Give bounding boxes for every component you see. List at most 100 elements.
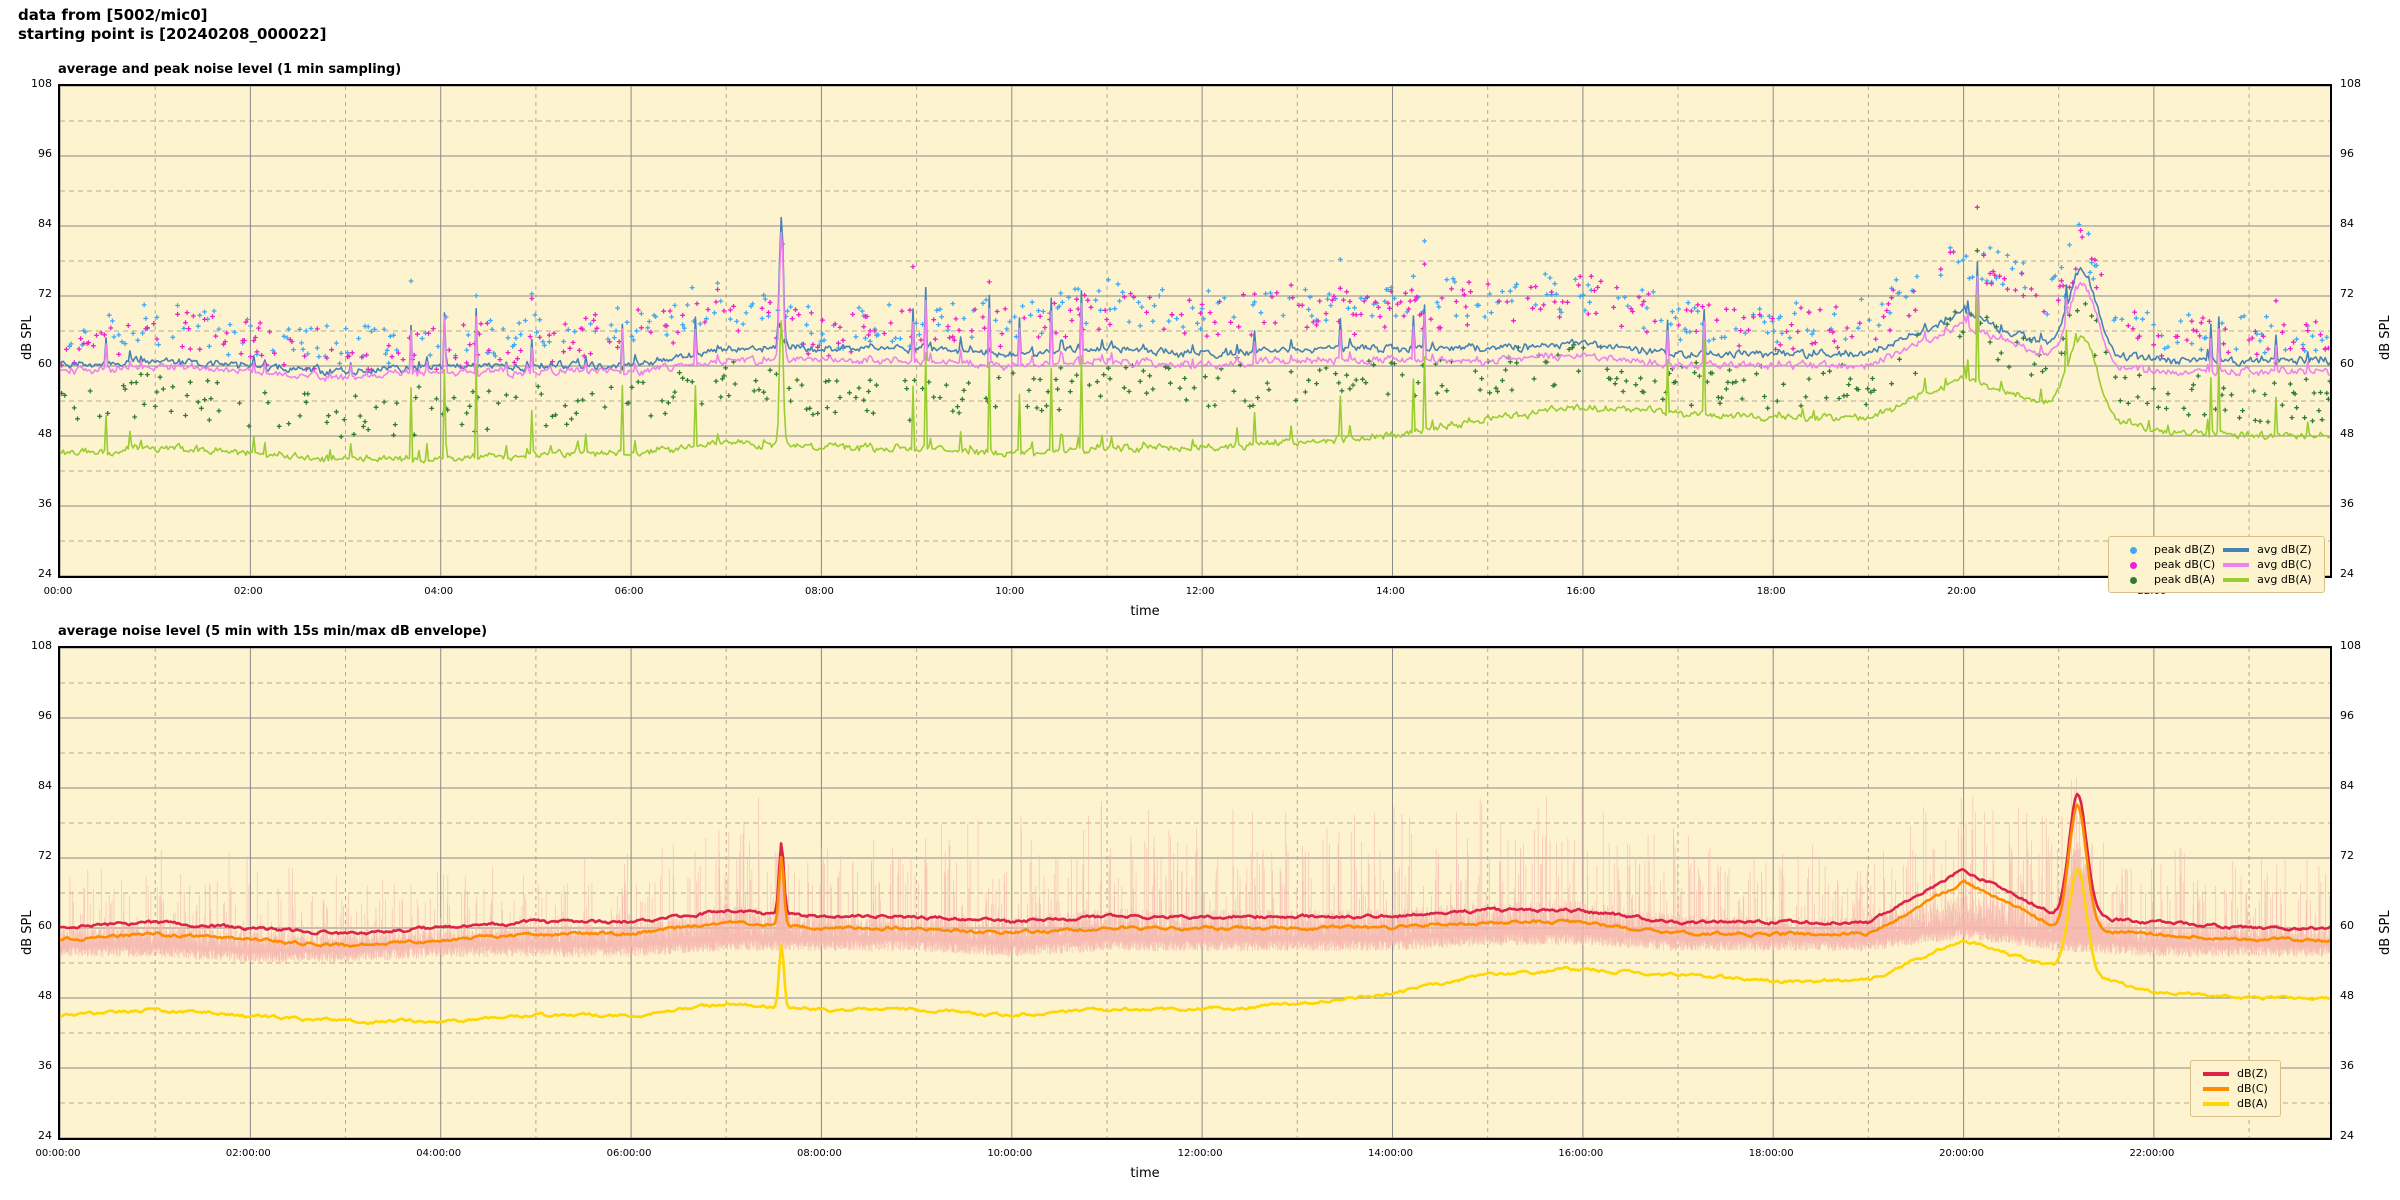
y-tick-label: 72 <box>38 849 52 862</box>
y-tick-label: 72 <box>2340 287 2354 300</box>
series-line <box>60 231 2330 382</box>
legend-swatch <box>2199 1081 2233 1096</box>
panel-2-title: average noise level (5 min with 15s min/… <box>58 624 488 639</box>
y-tick-label: 48 <box>38 989 52 1002</box>
y-tick-label: 96 <box>2340 147 2354 160</box>
grid-lines <box>60 648 2330 1138</box>
x-tick-label: 16:00 <box>1566 586 1596 597</box>
y-tick-label: 24 <box>38 1129 52 1142</box>
y-tick-label: 84 <box>2340 779 2354 792</box>
y-tick-label: 108 <box>2340 639 2361 652</box>
legend-row: peak dB(A) avg dB(A) <box>2117 572 2316 587</box>
y-tick-label: 36 <box>38 1059 52 1072</box>
x-tick-label: 04:00:00 <box>416 1148 462 1159</box>
y-tick-label: 72 <box>38 287 52 300</box>
y-tick-label: 84 <box>38 779 52 792</box>
series-line <box>60 868 2330 1026</box>
series-line <box>60 803 2330 948</box>
y-tick-label: 84 <box>38 217 52 230</box>
x-tick-label: 08:00:00 <box>796 1148 842 1159</box>
legend-swatch <box>2219 572 2253 587</box>
x-tick-label: 00:00 <box>43 586 73 597</box>
legend-swatch <box>2219 557 2253 572</box>
panel-2-ylabel-left: dB SPL <box>20 910 35 955</box>
x-tick-label: 00:00:00 <box>35 1148 81 1159</box>
header-line-2: starting point is [20240208_000022] <box>18 24 327 43</box>
y-tick-label: 36 <box>38 497 52 510</box>
legend-row: dB(C) <box>2199 1081 2272 1096</box>
y-tick-label: 60 <box>2340 357 2354 370</box>
y-tick-label: 36 <box>2340 497 2354 510</box>
legend-label: peak dB(C) <box>2154 558 2216 571</box>
legend-label: peak dB(A) <box>2154 573 2215 586</box>
x-tick-label: 12:00:00 <box>1177 1148 1223 1159</box>
y-tick-label: 48 <box>38 427 52 440</box>
legend-swatch <box>2117 572 2150 587</box>
average-level-lines <box>60 216 2330 464</box>
panel-2-xlabel: time <box>1130 1166 1160 1181</box>
legend-swatch <box>2199 1066 2233 1081</box>
x-tick-label: 06:00:00 <box>606 1148 652 1159</box>
x-tick-label: 20:00 <box>1947 586 1976 597</box>
legend-swatch <box>2199 1096 2233 1111</box>
y-tick-label: 60 <box>2340 919 2354 932</box>
legend-label: dB(A) <box>2237 1097 2268 1110</box>
legend-label: avg dB(A) <box>2257 573 2312 586</box>
minmax-envelope <box>60 777 2330 963</box>
y-tick-label: 24 <box>2340 567 2354 580</box>
chart-panel-2: average noise level (5 min with 15s min/… <box>0 620 2400 1200</box>
y-tick-label: 72 <box>2340 849 2354 862</box>
legend-row: peak dB(Z) avg dB(Z) <box>2117 542 2316 557</box>
chart-panel-1: average and peak noise level (1 min samp… <box>20 62 2393 619</box>
average-level-lines <box>60 792 2330 1026</box>
panel-1-legend: peak dB(Z) avg dB(Z) peak dB(C) avg dB(C) pe… <box>2108 536 2325 593</box>
panel-1-title: average and peak noise level (1 min samp… <box>58 62 402 77</box>
y-tick-label: 96 <box>38 709 52 722</box>
x-tick-label: 22:00:00 <box>2129 1148 2175 1159</box>
y-tick-label: 48 <box>2340 427 2354 440</box>
header-line-1: data from [5002/mic0] <box>18 6 208 24</box>
panel-1-xlabel: time <box>1130 604 1160 619</box>
peak-scatter-markers <box>60 204 2330 440</box>
x-tick-label: 08:00 <box>805 586 834 597</box>
x-tick-label: 12:00 <box>1185 586 1215 597</box>
x-tick-label: 18:00 <box>1756 586 1786 597</box>
x-tick-label: 18:00:00 <box>1748 1148 1794 1159</box>
panel-1-plot-area <box>58 84 2332 578</box>
legend-swatch <box>2117 542 2150 557</box>
grid-lines <box>60 86 2330 576</box>
legend-row: dB(A) <box>2199 1096 2272 1111</box>
series-line <box>60 292 2330 464</box>
header-info: data from [5002/mic0] starting point is … <box>18 6 326 44</box>
x-tick-label: 02:00:00 <box>225 1148 271 1159</box>
series-line <box>60 216 2330 377</box>
legend-swatch <box>2117 557 2150 572</box>
legend-label: avg dB(C) <box>2257 558 2312 571</box>
x-tick-label: 14:00:00 <box>1368 1148 1413 1159</box>
x-tick-label: 06:00 <box>614 586 644 597</box>
x-tick-label: 10:00:00 <box>987 1148 1033 1159</box>
series-line <box>60 792 2330 936</box>
legend-row: peak dB(C) avg dB(C) <box>2117 557 2316 572</box>
y-tick-label: 24 <box>2340 1129 2354 1142</box>
panel-2-plot-area <box>58 646 2332 1140</box>
y-tick-label: 108 <box>31 639 52 652</box>
y-tick-label: 60 <box>38 919 52 932</box>
y-tick-label: 108 <box>31 77 52 90</box>
y-tick-label: 96 <box>38 147 52 160</box>
y-tick-label: 36 <box>2340 1059 2354 1072</box>
y-tick-label: 60 <box>38 357 52 370</box>
legend-swatch <box>2219 542 2253 557</box>
y-tick-label: 84 <box>2340 217 2354 230</box>
legend-row: dB(Z) <box>2199 1066 2272 1081</box>
panel-1-ylabel-left: dB SPL <box>20 315 35 360</box>
y-tick-label: 24 <box>38 567 52 580</box>
legend-label: dB(Z) <box>2237 1067 2268 1080</box>
legend-label: dB(C) <box>2237 1082 2268 1095</box>
panel-2-ylabel-right: dB SPL <box>2378 910 2393 955</box>
x-tick-label: 04:00 <box>424 586 454 597</box>
legend-label: peak dB(Z) <box>2154 543 2216 556</box>
panel-1-ylabel-right: dB SPL <box>2378 315 2393 360</box>
x-tick-label: 10:00 <box>995 586 1025 597</box>
y-tick-label: 108 <box>2340 77 2361 90</box>
